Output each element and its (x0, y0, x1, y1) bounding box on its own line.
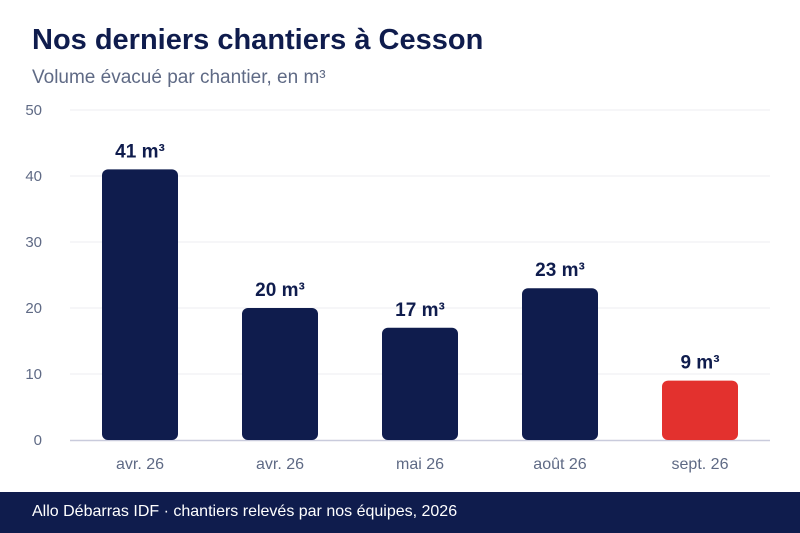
x-tick-label: sept. 26 (672, 456, 729, 473)
bar (662, 380, 738, 440)
bar (522, 288, 598, 440)
x-tick-label: août 26 (533, 456, 586, 473)
y-tick-label: 50 (25, 102, 42, 119)
x-tick-label: avr. 26 (116, 456, 164, 473)
bar-value-label: 17 m³ (395, 300, 445, 321)
y-tick-label: 40 (25, 168, 42, 185)
bar (382, 327, 458, 440)
x-tick-label: avr. 26 (256, 456, 304, 473)
bar (102, 169, 178, 440)
footer-bar: Allo Débarras IDF · chantiers relevés pa… (0, 492, 800, 533)
x-tick-label: mai 26 (396, 456, 444, 473)
y-tick-label: 10 (25, 366, 42, 383)
y-tick-label: 0 (34, 432, 42, 449)
bar-value-label: 20 m³ (255, 280, 305, 301)
bar-chart: 0 10 20 30 40 50 41 m³ avr. 26 20 m³ avr. 26 17 m³… (25, 102, 770, 473)
y-tick-label: 30 (25, 234, 42, 251)
bar (242, 308, 318, 440)
bar-value-label: 23 m³ (535, 260, 585, 281)
footer-source: Allo Débarras IDF · chantiers relevés pa… (32, 503, 458, 520)
bar-value-label: 41 m³ (115, 141, 165, 162)
chart-subtitle: Volume évacué par chantier, en m³ (32, 67, 326, 88)
bar-value-label: 9 m³ (680, 353, 719, 374)
chart-title: Nos derniers chantiers à Cesson (32, 24, 484, 56)
y-tick-label: 20 (25, 300, 42, 317)
